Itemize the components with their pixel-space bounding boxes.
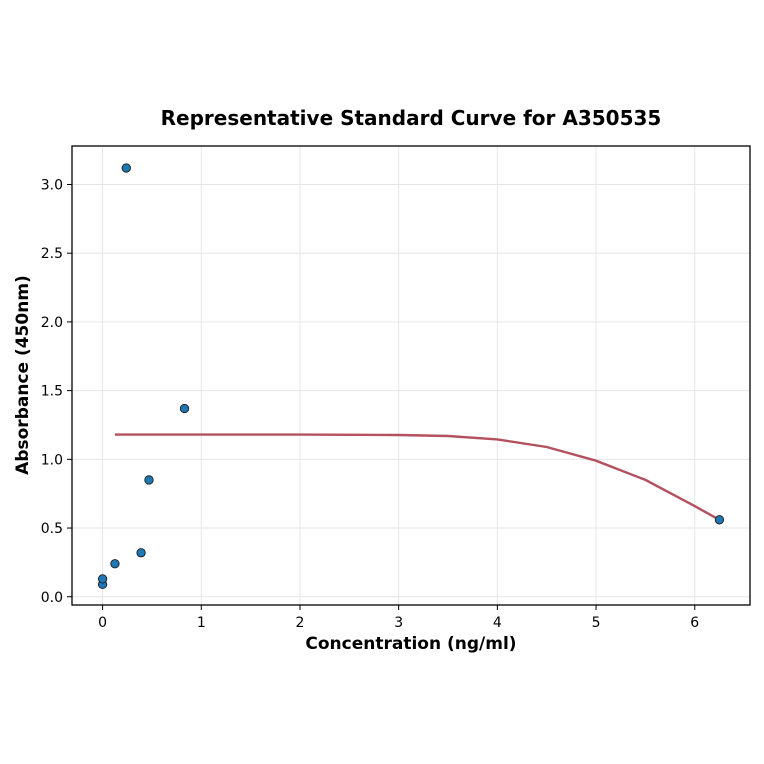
y-tick-label: 0.0 — [41, 590, 63, 606]
y-axis-label: Absorbance (450nm) — [13, 275, 33, 475]
data-point — [144, 475, 154, 485]
points-layer — [97, 163, 725, 590]
fit-curve — [114, 433, 720, 521]
chart-title: Representative Standard Curve for A35053… — [161, 106, 662, 130]
y-tick-label: 2.0 — [41, 315, 63, 331]
data-point — [97, 574, 108, 584]
x-tick-label: 1 — [197, 615, 206, 631]
x-tick-label: 6 — [690, 615, 699, 631]
y-axis: 0.0 0.5 1.0 1.5 2.0 2.5 3.0 — [41, 177, 72, 606]
data-point — [136, 548, 146, 558]
grid — [72, 146, 750, 605]
fit-curve-layer — [114, 433, 720, 521]
y-tick-label: 1.0 — [41, 452, 63, 468]
data-point — [179, 403, 190, 414]
y-tick-label: 0.5 — [41, 521, 63, 537]
plot-frame — [71, 145, 751, 606]
y-tick-label: 2.5 — [41, 246, 63, 262]
data-point — [714, 515, 725, 525]
y-tick-label: 1.5 — [41, 384, 63, 400]
x-axis-label: Concentration (ng/ml) — [305, 634, 516, 654]
x-axis: 0 1 2 3 4 5 6 — [98, 605, 699, 631]
x-tick-label: 0 — [98, 615, 107, 631]
x-tick-label: 2 — [296, 615, 305, 631]
x-tick-label: 3 — [394, 615, 403, 631]
x-tick-label: 5 — [592, 615, 601, 631]
data-point — [121, 163, 131, 173]
x-tick-label: 4 — [493, 615, 502, 631]
data-point — [110, 559, 120, 569]
y-tick-label: 3.0 — [41, 177, 63, 193]
